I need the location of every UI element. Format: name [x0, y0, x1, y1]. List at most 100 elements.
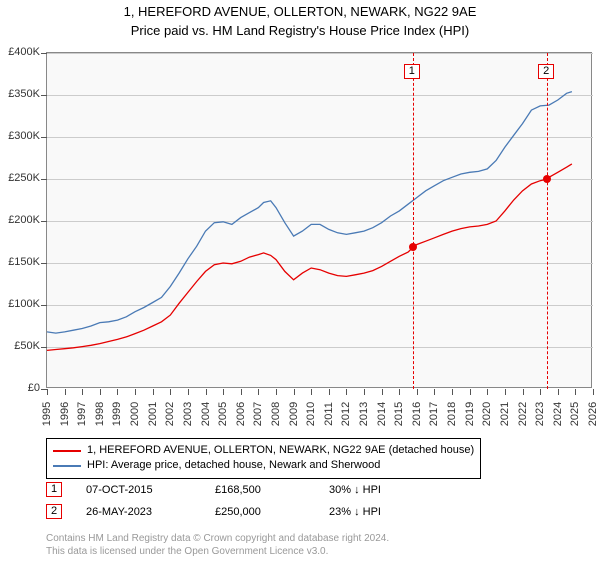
x-axis-label: 2011 [323, 400, 335, 428]
transaction-delta: 30% ↓ HPI [329, 484, 381, 496]
price-chart [46, 52, 592, 388]
tick-x [82, 389, 83, 395]
transaction-marker [543, 175, 551, 183]
tick-x [153, 389, 154, 395]
transaction-date: 26-MAY-2023 [86, 506, 191, 518]
tick-x [311, 389, 312, 395]
x-axis-label: 2019 [464, 400, 476, 428]
transaction-row-badge: 2 [46, 504, 62, 519]
x-axis-label: 2001 [147, 400, 159, 428]
tick-x [540, 389, 541, 395]
tick-x [452, 389, 453, 395]
transaction-date: 07-OCT-2015 [86, 484, 191, 496]
x-axis-label: 2021 [499, 400, 511, 428]
tick-x [294, 389, 295, 395]
y-axis-label: £100K [0, 298, 40, 310]
x-axis-label: 1996 [59, 400, 71, 428]
tick-x [523, 389, 524, 395]
x-axis-label: 2006 [235, 400, 247, 428]
licence-footer: Contains HM Land Registry data © Crown c… [46, 532, 389, 558]
x-axis-label: 2004 [200, 400, 212, 428]
transaction-badge: 1 [404, 64, 420, 79]
x-axis-label: 2018 [446, 400, 458, 428]
tick-x [206, 389, 207, 395]
y-axis-label: £50K [0, 340, 40, 352]
tick-x [558, 389, 559, 395]
x-axis-label: 2009 [288, 400, 300, 428]
y-axis-label: £350K [0, 88, 40, 100]
x-axis-label: 2002 [164, 400, 176, 428]
tick-x [417, 389, 418, 395]
transaction-badge: 2 [538, 64, 554, 79]
x-axis-label: 2008 [270, 400, 282, 428]
hpi-line [47, 92, 572, 334]
x-axis-label: 2023 [534, 400, 546, 428]
x-axis-label: 2013 [358, 400, 370, 428]
y-axis-label: £150K [0, 256, 40, 268]
x-axis-label: 2025 [569, 400, 581, 428]
transaction-price: £250,000 [215, 506, 305, 518]
tick-x [593, 389, 594, 395]
transaction-delta: 23% ↓ HPI [329, 506, 381, 518]
transaction-vline [413, 53, 414, 389]
tick-x [188, 389, 189, 395]
tick-x [65, 389, 66, 395]
tick-x [100, 389, 101, 395]
tick-x [47, 389, 48, 395]
legend-item: HPI: Average price, detached house, Newa… [53, 458, 474, 473]
y-axis-label: £250K [0, 172, 40, 184]
x-axis-label: 1995 [41, 400, 53, 428]
footer-line2: This data is licensed under the Open Gov… [46, 545, 389, 558]
transaction-marker [409, 243, 417, 251]
y-axis-label: £300K [0, 130, 40, 142]
transaction-vline [547, 53, 548, 389]
tick-x [399, 389, 400, 395]
tick-x [487, 389, 488, 395]
legend-item: 1, HEREFORD AVENUE, OLLERTON, NEWARK, NG… [53, 443, 474, 458]
legend-label: 1, HEREFORD AVENUE, OLLERTON, NEWARK, NG… [87, 443, 474, 458]
x-axis-label: 2016 [411, 400, 423, 428]
x-axis-label: 2005 [217, 400, 229, 428]
tick-x [575, 389, 576, 395]
tick-x [258, 389, 259, 395]
x-axis-label: 2022 [517, 400, 529, 428]
chart-svg [47, 53, 593, 389]
tick-x [329, 389, 330, 395]
legend-swatch [53, 465, 81, 467]
tick-x [241, 389, 242, 395]
legend: 1, HEREFORD AVENUE, OLLERTON, NEWARK, NG… [46, 438, 481, 479]
tick-x [382, 389, 383, 395]
x-axis-label: 1997 [76, 400, 88, 428]
x-axis-label: 2010 [305, 400, 317, 428]
y-axis-label: £0 [0, 382, 40, 394]
x-axis-label: 2012 [340, 400, 352, 428]
x-axis-label: 2000 [129, 400, 141, 428]
legend-swatch [53, 450, 81, 452]
tick-x [117, 389, 118, 395]
tick-x [223, 389, 224, 395]
tick-x [135, 389, 136, 395]
x-axis-label: 2017 [428, 400, 440, 428]
x-axis-label: 1998 [94, 400, 106, 428]
transaction-row: 1 07-OCT-2015 £168,500 30% ↓ HPI [46, 482, 405, 497]
tick-x [470, 389, 471, 395]
title-address: 1, HEREFORD AVENUE, OLLERTON, NEWARK, NG… [0, 4, 600, 21]
transaction-row-badge: 1 [46, 482, 62, 497]
tick-x [505, 389, 506, 395]
x-axis-label: 2020 [481, 400, 493, 428]
x-axis-label: 2015 [393, 400, 405, 428]
transaction-price: £168,500 [215, 484, 305, 496]
transaction-row: 2 26-MAY-2023 £250,000 23% ↓ HPI [46, 504, 405, 519]
tick-x [170, 389, 171, 395]
tick-x [346, 389, 347, 395]
legend-label: HPI: Average price, detached house, Newa… [87, 458, 380, 473]
x-axis-label: 2026 [587, 400, 599, 428]
title-subtitle: Price paid vs. HM Land Registry's House … [0, 23, 600, 40]
x-axis-label: 1999 [111, 400, 123, 428]
x-axis-label: 2024 [552, 400, 564, 428]
y-axis-label: £400K [0, 46, 40, 58]
y-axis-label: £200K [0, 214, 40, 226]
tick-x [364, 389, 365, 395]
x-axis-label: 2003 [182, 400, 194, 428]
property-line [47, 164, 572, 351]
